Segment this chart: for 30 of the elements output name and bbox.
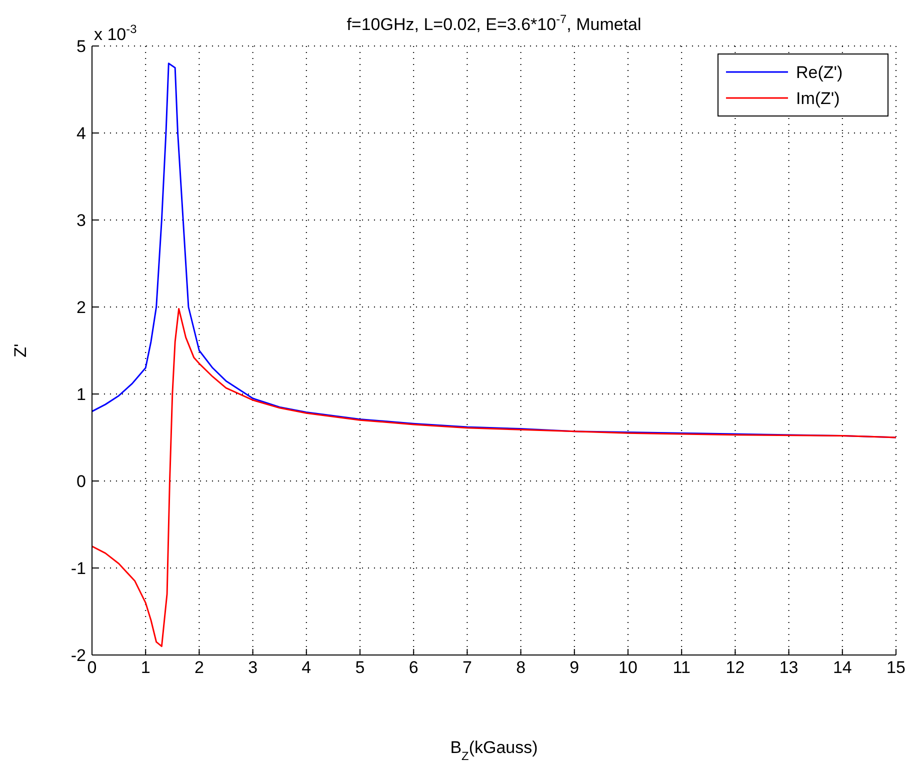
line-series [92,308,896,648]
text: x 10$^{-3}$ [94,22,138,44]
x-tick-label: 2 [194,658,204,678]
y-tick-label: 4 [76,124,86,144]
y-tick-label: 0 [76,472,86,492]
x-tick-label: 9 [570,658,580,678]
x-tick-label: 6 [408,658,418,678]
x-tick-label: 13 [779,658,798,678]
x-tick-label: 3 [248,658,258,678]
x-tick-label: 7 [462,658,472,678]
y-tick-label: -2 [70,646,86,666]
x-tick-label: 14 [832,658,852,678]
x-tick-label: 1 [140,658,150,678]
y-tick-label: 2 [76,298,86,318]
y-tick-label: -1 [70,559,86,578]
x-tick-label: 15 [886,658,906,678]
y-tick-label: 1 [76,385,86,404]
legend-label: Im(Z') [796,89,840,108]
x-tick-label: 4 [302,658,312,678]
x-tick-label: 8 [516,658,526,678]
x-tick-label: 12 [726,658,745,678]
x-tick-label: 5 [355,658,365,678]
chart-title: f=10GHz, L=0.02, E=3.6*10$^{-7}$, Mumetal [346,12,642,34]
y-axis-title: Z' [11,344,30,358]
x-axis-title: B$_{Z}$(kGauss) [450,738,538,763]
legend-label: Re(Z') [796,63,843,82]
x-tick-label: 11 [672,658,690,678]
y-tick-label: 5 [76,37,86,56]
x-tick-label: 10 [618,658,638,678]
y-tick-label: 3 [76,211,86,230]
